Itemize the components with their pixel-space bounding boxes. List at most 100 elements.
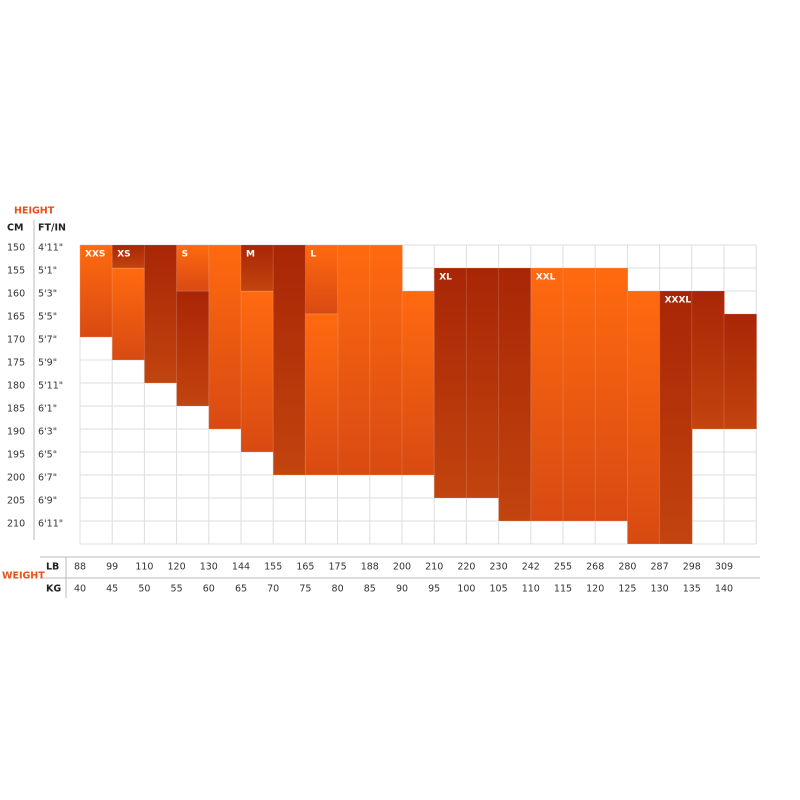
ftin-label: 5'5" (38, 312, 57, 323)
lb-label: 144 (232, 562, 250, 573)
size-label: XXXL (665, 296, 692, 306)
kg-label: 85 (364, 584, 376, 595)
size-cell-block (240, 290, 275, 453)
cm-label: 200 (7, 473, 25, 484)
size-region: XXXL (659, 290, 758, 545)
cm-label: 165 (7, 312, 25, 323)
size-label: XL (439, 273, 452, 283)
size-cell-block (626, 290, 661, 545)
kg-header: KG (46, 584, 61, 595)
size-region: S (176, 244, 275, 453)
size-label: XS (117, 250, 130, 260)
size-cell-block (79, 244, 114, 338)
size-cell-block (111, 267, 146, 361)
kg-label: 125 (618, 584, 636, 595)
ftin-label: 6'5" (38, 450, 57, 461)
kg-label: 95 (428, 584, 440, 595)
size-cell-block (240, 244, 275, 292)
size-cell-block (337, 244, 371, 476)
kg-label: 140 (715, 584, 733, 595)
lb-label: 165 (296, 562, 314, 573)
kg-label: 110 (522, 584, 540, 595)
lb-label: 309 (715, 562, 733, 573)
lb-label: 155 (264, 562, 282, 573)
ftin-label: 6'7" (38, 473, 57, 484)
size-cell-block (433, 267, 468, 499)
kg-label: 135 (683, 584, 701, 595)
size-region: XL (433, 267, 532, 522)
size-label: M (246, 250, 255, 260)
size-cell-block (272, 244, 307, 476)
kg-label: 120 (586, 584, 604, 595)
size-region: XS (111, 244, 210, 407)
size-cell-block (369, 244, 403, 476)
lb-label: 99 (106, 562, 118, 573)
lb-label: 130 (200, 562, 218, 573)
lb-label: 220 (457, 562, 475, 573)
lb-header: LB (46, 562, 59, 573)
cm-label: 210 (7, 519, 25, 530)
ftin-label: 4'11" (38, 243, 63, 254)
kg-label: 80 (332, 584, 344, 595)
size-cell-block (304, 244, 339, 315)
kg-label: 130 (651, 584, 669, 595)
lb-label: 298 (683, 562, 701, 573)
ftin-label: 5'9" (38, 358, 57, 369)
size-region: XXL (530, 267, 661, 545)
weight-title: WEIGHT (2, 571, 45, 582)
ftin-header: FT/IN (38, 223, 66, 234)
lb-label: 188 (361, 562, 379, 573)
size-cell-block (401, 290, 436, 476)
kg-label: 100 (457, 584, 475, 595)
lb-label: 287 (651, 562, 669, 573)
size-cell-block (143, 244, 178, 384)
ftin-label: 5'1" (38, 266, 57, 277)
lb-label: 210 (425, 562, 443, 573)
kg-label: 75 (299, 584, 311, 595)
cm-label: 180 (7, 381, 25, 392)
lb-label: 200 (393, 562, 411, 573)
size-label: XXL (536, 273, 556, 283)
kg-label: 65 (235, 584, 247, 595)
kg-label: 55 (171, 584, 183, 595)
kg-label: 115 (554, 584, 572, 595)
ftin-label: 6'9" (38, 496, 57, 507)
cm-label: 185 (7, 404, 25, 415)
cm-label: 155 (7, 266, 25, 277)
ftin-label: 5'3" (38, 289, 57, 300)
size-label: L (310, 250, 316, 260)
ftin-label: 6'3" (38, 427, 57, 438)
lb-label: 255 (554, 562, 572, 573)
size-cell-block (691, 290, 725, 430)
lb-label: 280 (618, 562, 636, 573)
size-cell-block (465, 267, 500, 499)
size-region: L (304, 244, 436, 476)
lb-label: 175 (329, 562, 347, 573)
lb-label: 120 (168, 562, 186, 573)
kg-label: 45 (106, 584, 118, 595)
lb-label: 110 (135, 562, 153, 573)
size-cell-block (498, 267, 532, 522)
cm-label: 195 (7, 450, 25, 461)
ftin-label: 5'11" (38, 381, 63, 392)
cm-label: 175 (7, 358, 25, 369)
size-cell-block (304, 313, 339, 476)
size-label: S (182, 250, 188, 260)
lb-label: 242 (522, 562, 540, 573)
size-cell-block (594, 267, 629, 522)
size-regions: XXS XS S M L XL XXL XXXL (79, 244, 758, 545)
lb-label: 88 (74, 562, 86, 573)
kg-label: 50 (138, 584, 150, 595)
lb-label: 268 (586, 562, 604, 573)
cm-label: 150 (7, 243, 25, 254)
kg-label: 40 (74, 584, 86, 595)
kg-label: 70 (267, 584, 279, 595)
ftin-label: 6'11" (38, 519, 63, 530)
kg-label: 105 (490, 584, 508, 595)
cm-label: 205 (7, 496, 25, 507)
kg-label: 60 (203, 584, 215, 595)
size-cell-block (659, 290, 693, 545)
lb-label: 230 (490, 562, 508, 573)
size-cell-block (176, 244, 210, 292)
